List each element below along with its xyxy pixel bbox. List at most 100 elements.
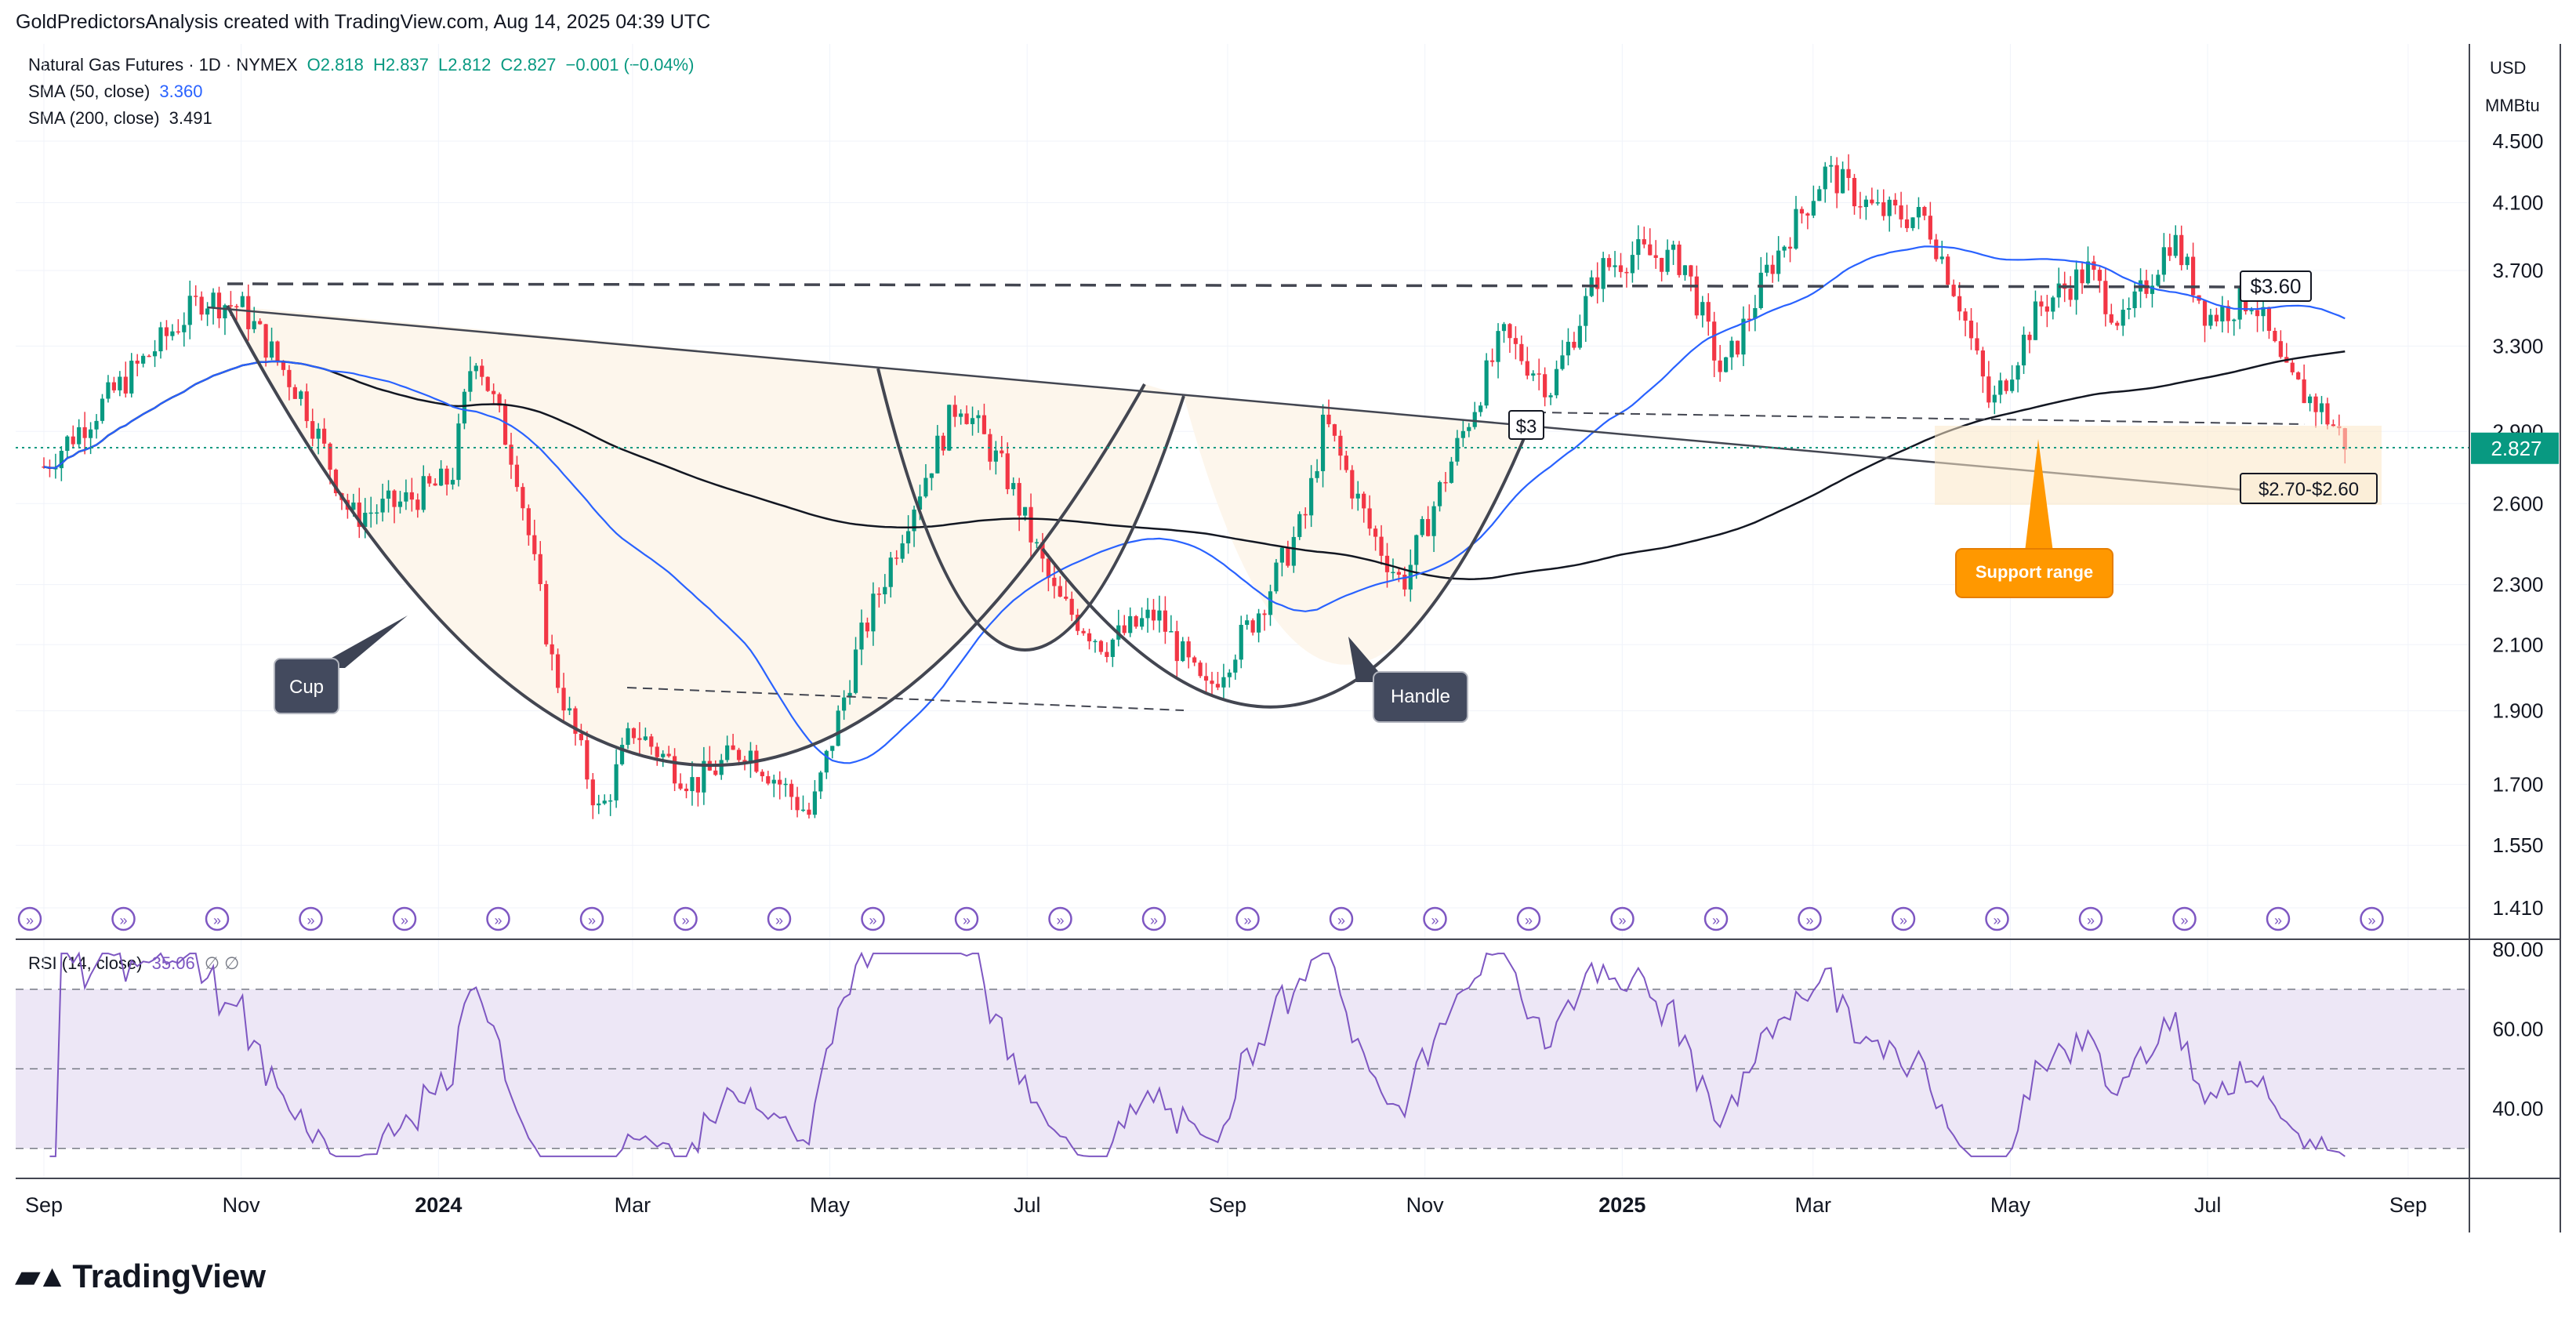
support-callout[interactable]: Support range: [1955, 439, 2113, 598]
range-tag[interactable]: $2.70-$2.60: [2240, 473, 2378, 504]
currency-label[interactable]: USD: [2490, 58, 2527, 78]
candle-body: [473, 365, 478, 372]
event-marker-glyph: »: [1993, 913, 2001, 928]
candle-body: [1531, 373, 1536, 376]
event-marker[interactable]: [673, 906, 698, 931]
tradingview-logo[interactable]: ▰▲ TradingView: [16, 1258, 266, 1295]
candle-body: [2319, 403, 2324, 412]
candle-body: [2103, 281, 2108, 314]
candle-body: [2331, 424, 2335, 427]
event-marker[interactable]: [1329, 906, 1354, 931]
candle-body: [1098, 641, 1104, 652]
rsi-value: 35.06: [151, 953, 195, 973]
candle-body: [2115, 322, 2120, 326]
rsi-tick-label: 60.00: [2492, 1018, 2543, 1041]
event-marker[interactable]: [299, 906, 323, 931]
candle-body: [1694, 276, 1699, 316]
candle-body: [1660, 257, 1664, 272]
event-marker[interactable]: [1798, 906, 1822, 931]
sma50-label: SMA (50, close): [28, 82, 151, 101]
candle-body: [1665, 249, 1670, 272]
candle-body: [830, 746, 835, 751]
event-marker[interactable]: [392, 906, 417, 931]
event-marker-glyph: »: [681, 913, 689, 928]
candle-body: [1700, 302, 1705, 316]
candle-body: [2255, 310, 2260, 317]
candle-body: [1946, 256, 1950, 285]
event-marker[interactable]: [579, 906, 604, 931]
candle-body: [731, 745, 735, 750]
sma50-legend[interactable]: SMA (50, close) 3.360: [28, 82, 202, 102]
event-marker[interactable]: [1703, 906, 1729, 931]
event-marker[interactable]: [486, 906, 510, 931]
candle-body: [187, 296, 192, 325]
event-marker[interactable]: [205, 906, 230, 931]
handle-callout[interactable]: Handle: [1348, 637, 1468, 723]
candle-body: [2092, 261, 2096, 270]
event-marker[interactable]: [1048, 906, 1072, 931]
candle-body: [176, 331, 180, 333]
time-tick-label: Sep: [1209, 1193, 1246, 1217]
candle-body: [1975, 338, 1979, 351]
event-marker[interactable]: [861, 906, 885, 931]
candle-body: [742, 760, 747, 763]
event-marker[interactable]: [954, 906, 979, 931]
event-marker[interactable]: [17, 906, 42, 931]
event-marker[interactable]: [1610, 906, 1634, 931]
candle-body: [1607, 258, 1612, 267]
candle-body: [263, 324, 268, 358]
symbol-legend[interactable]: Natural Gas Futures · 1D · NYMEX O2.818 …: [28, 55, 694, 75]
candle-body: [532, 535, 537, 554]
candle-body: [1794, 209, 1798, 249]
cup-callout[interactable]: Cup: [274, 615, 408, 714]
event-marker[interactable]: [1891, 906, 1916, 931]
candle-body: [1922, 207, 1927, 216]
candle-body: [2191, 256, 2196, 296]
unit-label[interactable]: MMBtu: [2485, 96, 2540, 115]
rsi-tick-label: 80.00: [2492, 938, 2543, 961]
event-marker[interactable]: [2360, 906, 2384, 931]
candle-body: [1829, 165, 1834, 167]
candle-body: [1811, 201, 1816, 216]
event-marker[interactable]: [111, 906, 136, 931]
event-marker[interactable]: [767, 906, 792, 931]
price-tick-label: 1.900: [2492, 699, 2543, 723]
rsi-legend[interactable]: RSI (14, close) 35.06 ∅ ∅: [28, 953, 239, 974]
sma200-legend[interactable]: SMA (200, close) 3.491: [28, 108, 212, 129]
candle-body: [865, 623, 870, 632]
candle-body: [415, 499, 420, 510]
event-marker[interactable]: [2172, 906, 2197, 931]
candle-body: [748, 750, 753, 763]
candle-body: [684, 788, 689, 792]
candle-body: [480, 365, 484, 377]
candle-body: [1823, 166, 1827, 190]
candle-body: [211, 292, 216, 309]
event-marker[interactable]: [1423, 906, 1447, 931]
candle-body: [1122, 625, 1127, 633]
level-3-tag[interactable]: $3: [1508, 410, 1544, 440]
candle-body: [252, 321, 256, 329]
event-marker[interactable]: [1516, 906, 1541, 931]
candle-body: [1373, 528, 1378, 537]
candle-body: [1496, 331, 1500, 362]
candle-body: [275, 341, 280, 361]
event-marker[interactable]: [1141, 906, 1166, 931]
event-marker[interactable]: [1985, 906, 2009, 931]
time-tick-label: May: [1990, 1193, 2031, 1217]
event-marker[interactable]: [2266, 906, 2291, 931]
candle-body: [258, 321, 263, 325]
event-marker[interactable]: [1235, 906, 1260, 931]
rsi-tick-label: 40.00: [2492, 1097, 2543, 1120]
candle-body: [1968, 320, 1974, 339]
candle-body: [1286, 547, 1290, 566]
candle-body: [1046, 558, 1050, 578]
candle-body: [1834, 165, 1839, 194]
candle-body: [690, 777, 695, 792]
level-360-tag[interactable]: $3.60: [2240, 270, 2312, 302]
candle-body: [970, 418, 975, 424]
candle-body: [164, 327, 169, 336]
event-marker[interactable]: [2078, 906, 2103, 931]
candle-body: [118, 376, 122, 390]
candle-body: [1297, 514, 1302, 537]
